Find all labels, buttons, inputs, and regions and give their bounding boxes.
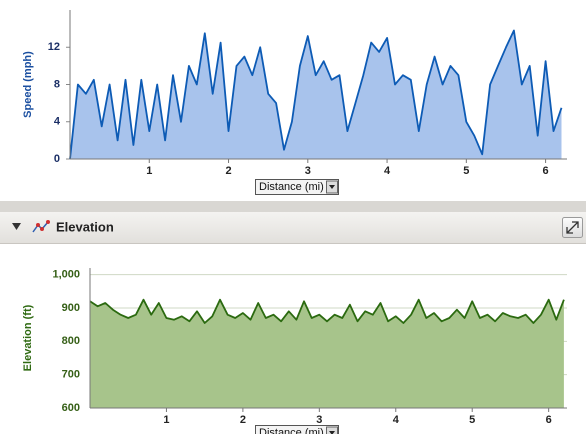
y-tick-label: 8 [54, 78, 60, 90]
x-tick-label: 6 [546, 414, 552, 426]
y-tick-label: 700 [62, 369, 80, 381]
y-tick-label: 600 [62, 402, 80, 414]
selector-button [326, 426, 338, 434]
y-tick-label: 800 [62, 335, 80, 347]
x-tick-label: 4 [384, 165, 391, 177]
elevation-icon [32, 220, 50, 233]
selector-box [255, 179, 339, 195]
y-axis-label: Speed (mph) [22, 51, 34, 118]
y-tick-label: 12 [48, 41, 60, 53]
x-tick-label: 3 [305, 165, 311, 177]
panel-title: Elevation [56, 219, 114, 234]
selector-box [255, 425, 339, 434]
x-tick-label: 1 [146, 165, 152, 177]
selector-arrow [329, 431, 335, 434]
y-tick-label: 1,000 [52, 269, 80, 281]
area-fill [70, 30, 562, 159]
x-tick-label: 6 [543, 165, 549, 177]
selector-label: Distance (mi) [259, 427, 324, 434]
panel-header [0, 212, 586, 243]
x-tick-label: 2 [225, 165, 231, 177]
data-line [69, 29, 563, 160]
x-tick-label: 5 [463, 165, 469, 177]
x-tick-label: 5 [469, 414, 475, 426]
selector-label: Distance (mi) [259, 181, 324, 193]
x-tick-label: 2 [240, 414, 246, 426]
x-tick-label: 3 [316, 414, 322, 426]
x-axis-selector[interactable]: Distance (mi) [255, 425, 339, 434]
x-tick-label: 4 [393, 414, 400, 426]
y-tick-label: 0 [54, 153, 60, 165]
y-tick-label: 4 [54, 116, 61, 128]
expand-button[interactable] [562, 217, 583, 238]
data-line [89, 298, 565, 324]
y-axis-label: Elevation (ft) [22, 304, 34, 371]
collapse-toggle[interactable] [12, 223, 21, 230]
selector-arrow [329, 185, 335, 189]
area-fill [90, 299, 564, 408]
x-axis-selector[interactable]: Distance (mi) [255, 179, 339, 195]
y-tick-label: 900 [62, 302, 80, 314]
x-tick-label: 1 [163, 414, 169, 426]
panel-gap [0, 201, 586, 212]
